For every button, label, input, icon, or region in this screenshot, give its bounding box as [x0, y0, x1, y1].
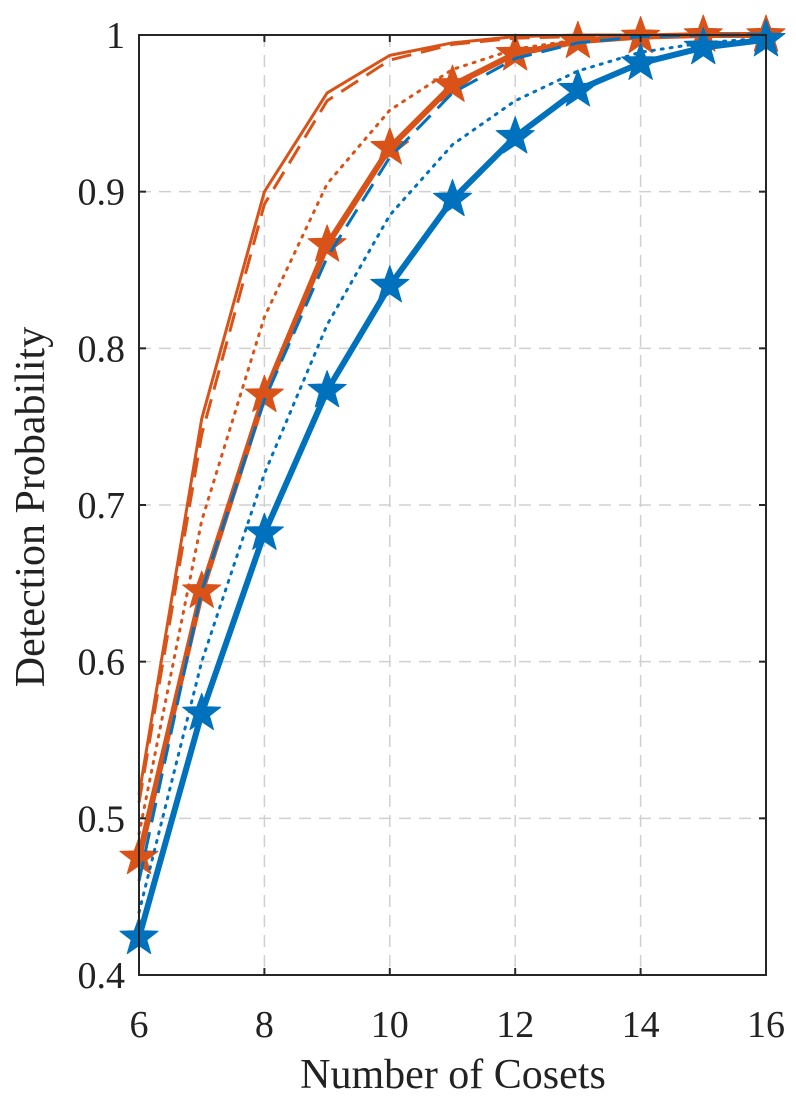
star-marker [370, 265, 410, 303]
star-marker [307, 370, 347, 408]
x-tick-label: 6 [130, 1004, 149, 1046]
star-marker [432, 179, 473, 217]
series-layer [119, 14, 786, 955]
y-tick-label: 0.9 [78, 172, 126, 214]
star-marker [558, 69, 598, 107]
star-marker [182, 570, 222, 608]
y-tick-label: 1 [106, 15, 125, 57]
series-blue-solid-thick [119, 19, 786, 955]
series-line [136, 32, 766, 859]
star-marker [621, 42, 661, 80]
series-blue-dotted-thin [137, 36, 768, 914]
series-orange-solid-thin [137, 33, 766, 796]
axes-layer: 6 8 10 12 14 16 0.4 0.5 0.6 0.7 0.8 0.9 1 [78, 15, 786, 1046]
star-marker [182, 692, 222, 731]
y-axis-title: Detection Probability [8, 327, 54, 687]
x-axis-title: Number of Cosets [300, 1052, 606, 1098]
star-marker [432, 64, 473, 102]
star-marker [495, 33, 535, 71]
y-tick-label: 0.5 [78, 798, 126, 840]
series-blue-dashed-thin [137, 33, 766, 882]
x-tick-label: 12 [496, 1004, 534, 1046]
x-tick-label: 8 [255, 1004, 274, 1046]
series-line [137, 36, 768, 914]
grid-layer [139, 35, 766, 975]
series-line [137, 33, 768, 836]
series-line [137, 33, 766, 882]
y-tick-label: 0.8 [78, 328, 126, 370]
star-marker [307, 224, 347, 262]
y-tick-label: 0.4 [78, 955, 126, 997]
series-orange-dotted-thin [137, 33, 768, 836]
y-tick-label: 0.6 [78, 642, 126, 684]
star-marker [495, 116, 535, 154]
axes-box [138, 34, 767, 976]
series-line [137, 33, 766, 796]
x-tick-label: 14 [622, 1004, 660, 1046]
x-tick-label: 16 [747, 1004, 785, 1046]
star-marker [558, 20, 598, 58]
x-tick-label: 10 [371, 1004, 409, 1046]
y-tick-label: 0.7 [78, 485, 126, 527]
star-marker [244, 512, 284, 550]
star-marker [683, 27, 723, 65]
